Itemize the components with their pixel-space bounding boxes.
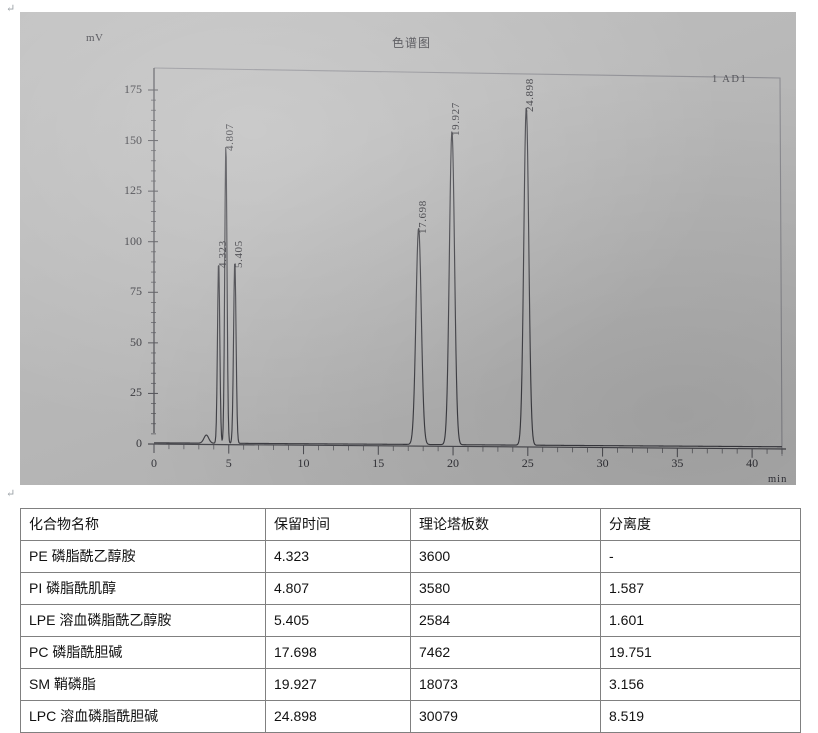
cell-retention-time: 4.807: [265, 572, 411, 605]
paragraph-mark-middle: ↵: [6, 488, 16, 500]
column-header-retention-time: 保留时间: [265, 508, 411, 541]
y-tick-label: 25: [130, 385, 142, 400]
x-tick-label: 40: [746, 456, 759, 470]
peak-label: 4.807: [223, 122, 236, 151]
cell-retention-time: 4.323: [265, 540, 411, 573]
y-tick-label: 175: [124, 82, 142, 96]
cell-theoretical-plates: 3580: [410, 572, 601, 605]
chart-title: 色谱图: [392, 36, 432, 50]
table-header-row: 化合物名称 保留时间 理论塔板数 分离度: [20, 508, 801, 541]
y-tick-label: 150: [124, 132, 142, 147]
x-tick-label: 25: [521, 456, 534, 470]
cell-retention-time: 17.698: [265, 636, 411, 669]
chromatogram-plot-area: [147, 67, 787, 458]
cell-compound-name: LPC 溶血磷脂酰胆碱: [20, 700, 266, 733]
x-tick-label: 0: [151, 456, 157, 470]
cell-theoretical-plates: 18073: [410, 668, 601, 701]
compound-results-table: 化合物名称 保留时间 理论塔板数 分离度 PE 磷脂酰乙醇胺 4.323 3600-…: [20, 508, 801, 733]
cell-theoretical-plates: 3600: [410, 540, 601, 573]
y-tick-label: 125: [124, 183, 142, 198]
paragraph-mark-top: ↵: [6, 3, 16, 15]
x-axis-line: [147, 443, 787, 450]
cell-compound-name: SM 鞘磷脂: [20, 668, 266, 701]
table-row: LPC 溶血磷脂酰胆碱 24.898 30079 8.519: [20, 700, 801, 733]
signal-trace: [153, 107, 783, 448]
cell-retention-time: 19.927: [265, 668, 411, 701]
y-tick-label: 75: [130, 284, 142, 299]
y-tick-label: 50: [130, 334, 142, 349]
cell-resolution: -: [600, 540, 801, 573]
y-axis-unit-label: mV: [86, 32, 104, 44]
peak-label: 4.323: [216, 240, 229, 268]
peak-label: 19.927: [449, 102, 462, 137]
cell-resolution: 8.519: [600, 700, 801, 733]
axis-ticks: [148, 89, 783, 458]
chart-frame: [153, 67, 783, 457]
table-row: LPE 溶血磷脂酰乙醇胺 5.405 2584 1.601: [20, 604, 801, 637]
peak-label: 24.898: [524, 78, 537, 113]
cell-compound-name: PI 磷脂酰肌醇: [20, 572, 266, 605]
cell-resolution: 1.601: [600, 604, 801, 637]
cell-resolution: 3.156: [600, 668, 801, 701]
x-tick-label: 15: [372, 456, 385, 470]
peak-label: 5.405: [232, 240, 245, 268]
table-row: PE 磷脂酰乙醇胺 4.323 3600-: [20, 540, 801, 573]
column-header-theoretical-plates: 理论塔板数: [410, 508, 601, 541]
x-tick-label: 30: [596, 456, 609, 470]
cell-resolution: 19.751: [600, 636, 801, 669]
table-row: SM 鞘磷脂 19.927 18073 3.156: [20, 668, 801, 701]
cell-theoretical-plates: 2584: [410, 604, 601, 637]
x-tick-label: 5: [225, 456, 232, 470]
table-row: PI 磷脂酰肌醇 4.807 3580 1.587: [20, 572, 801, 605]
column-header-compound-name: 化合物名称: [20, 508, 266, 541]
x-tick-label: 10: [297, 456, 310, 470]
trace-legend-label: 1 AD1: [712, 74, 748, 85]
y-tick-label: 0: [136, 436, 142, 450]
cell-resolution: 1.587: [600, 572, 801, 605]
x-tick-label: 35: [671, 456, 684, 470]
peak-label: 17.698: [416, 199, 429, 234]
x-tick-label: 20: [447, 456, 460, 470]
x-axis-unit-label: min: [768, 474, 788, 485]
cell-compound-name: PE 磷脂酰乙醇胺: [20, 540, 266, 573]
y-tick-label: 100: [124, 233, 142, 248]
column-header-resolution: 分离度: [600, 508, 801, 541]
chromatogram-figure: mV 色谱图 1 AD1 min 0 25 50 75 100 125 150 175 0 5 1…: [20, 12, 796, 485]
table-row: PC 磷脂酰胆碱 17.698 7462 19.751: [20, 636, 801, 669]
cell-theoretical-plates: 30079: [410, 700, 601, 733]
cell-compound-name: LPE 溶血磷脂酰乙醇胺: [20, 604, 266, 637]
cell-retention-time: 5.405: [265, 604, 411, 637]
cell-theoretical-plates: 7462: [410, 636, 601, 669]
cell-compound-name: PC 磷脂酰胆碱: [20, 636, 266, 669]
cell-retention-time: 24.898: [265, 700, 411, 733]
